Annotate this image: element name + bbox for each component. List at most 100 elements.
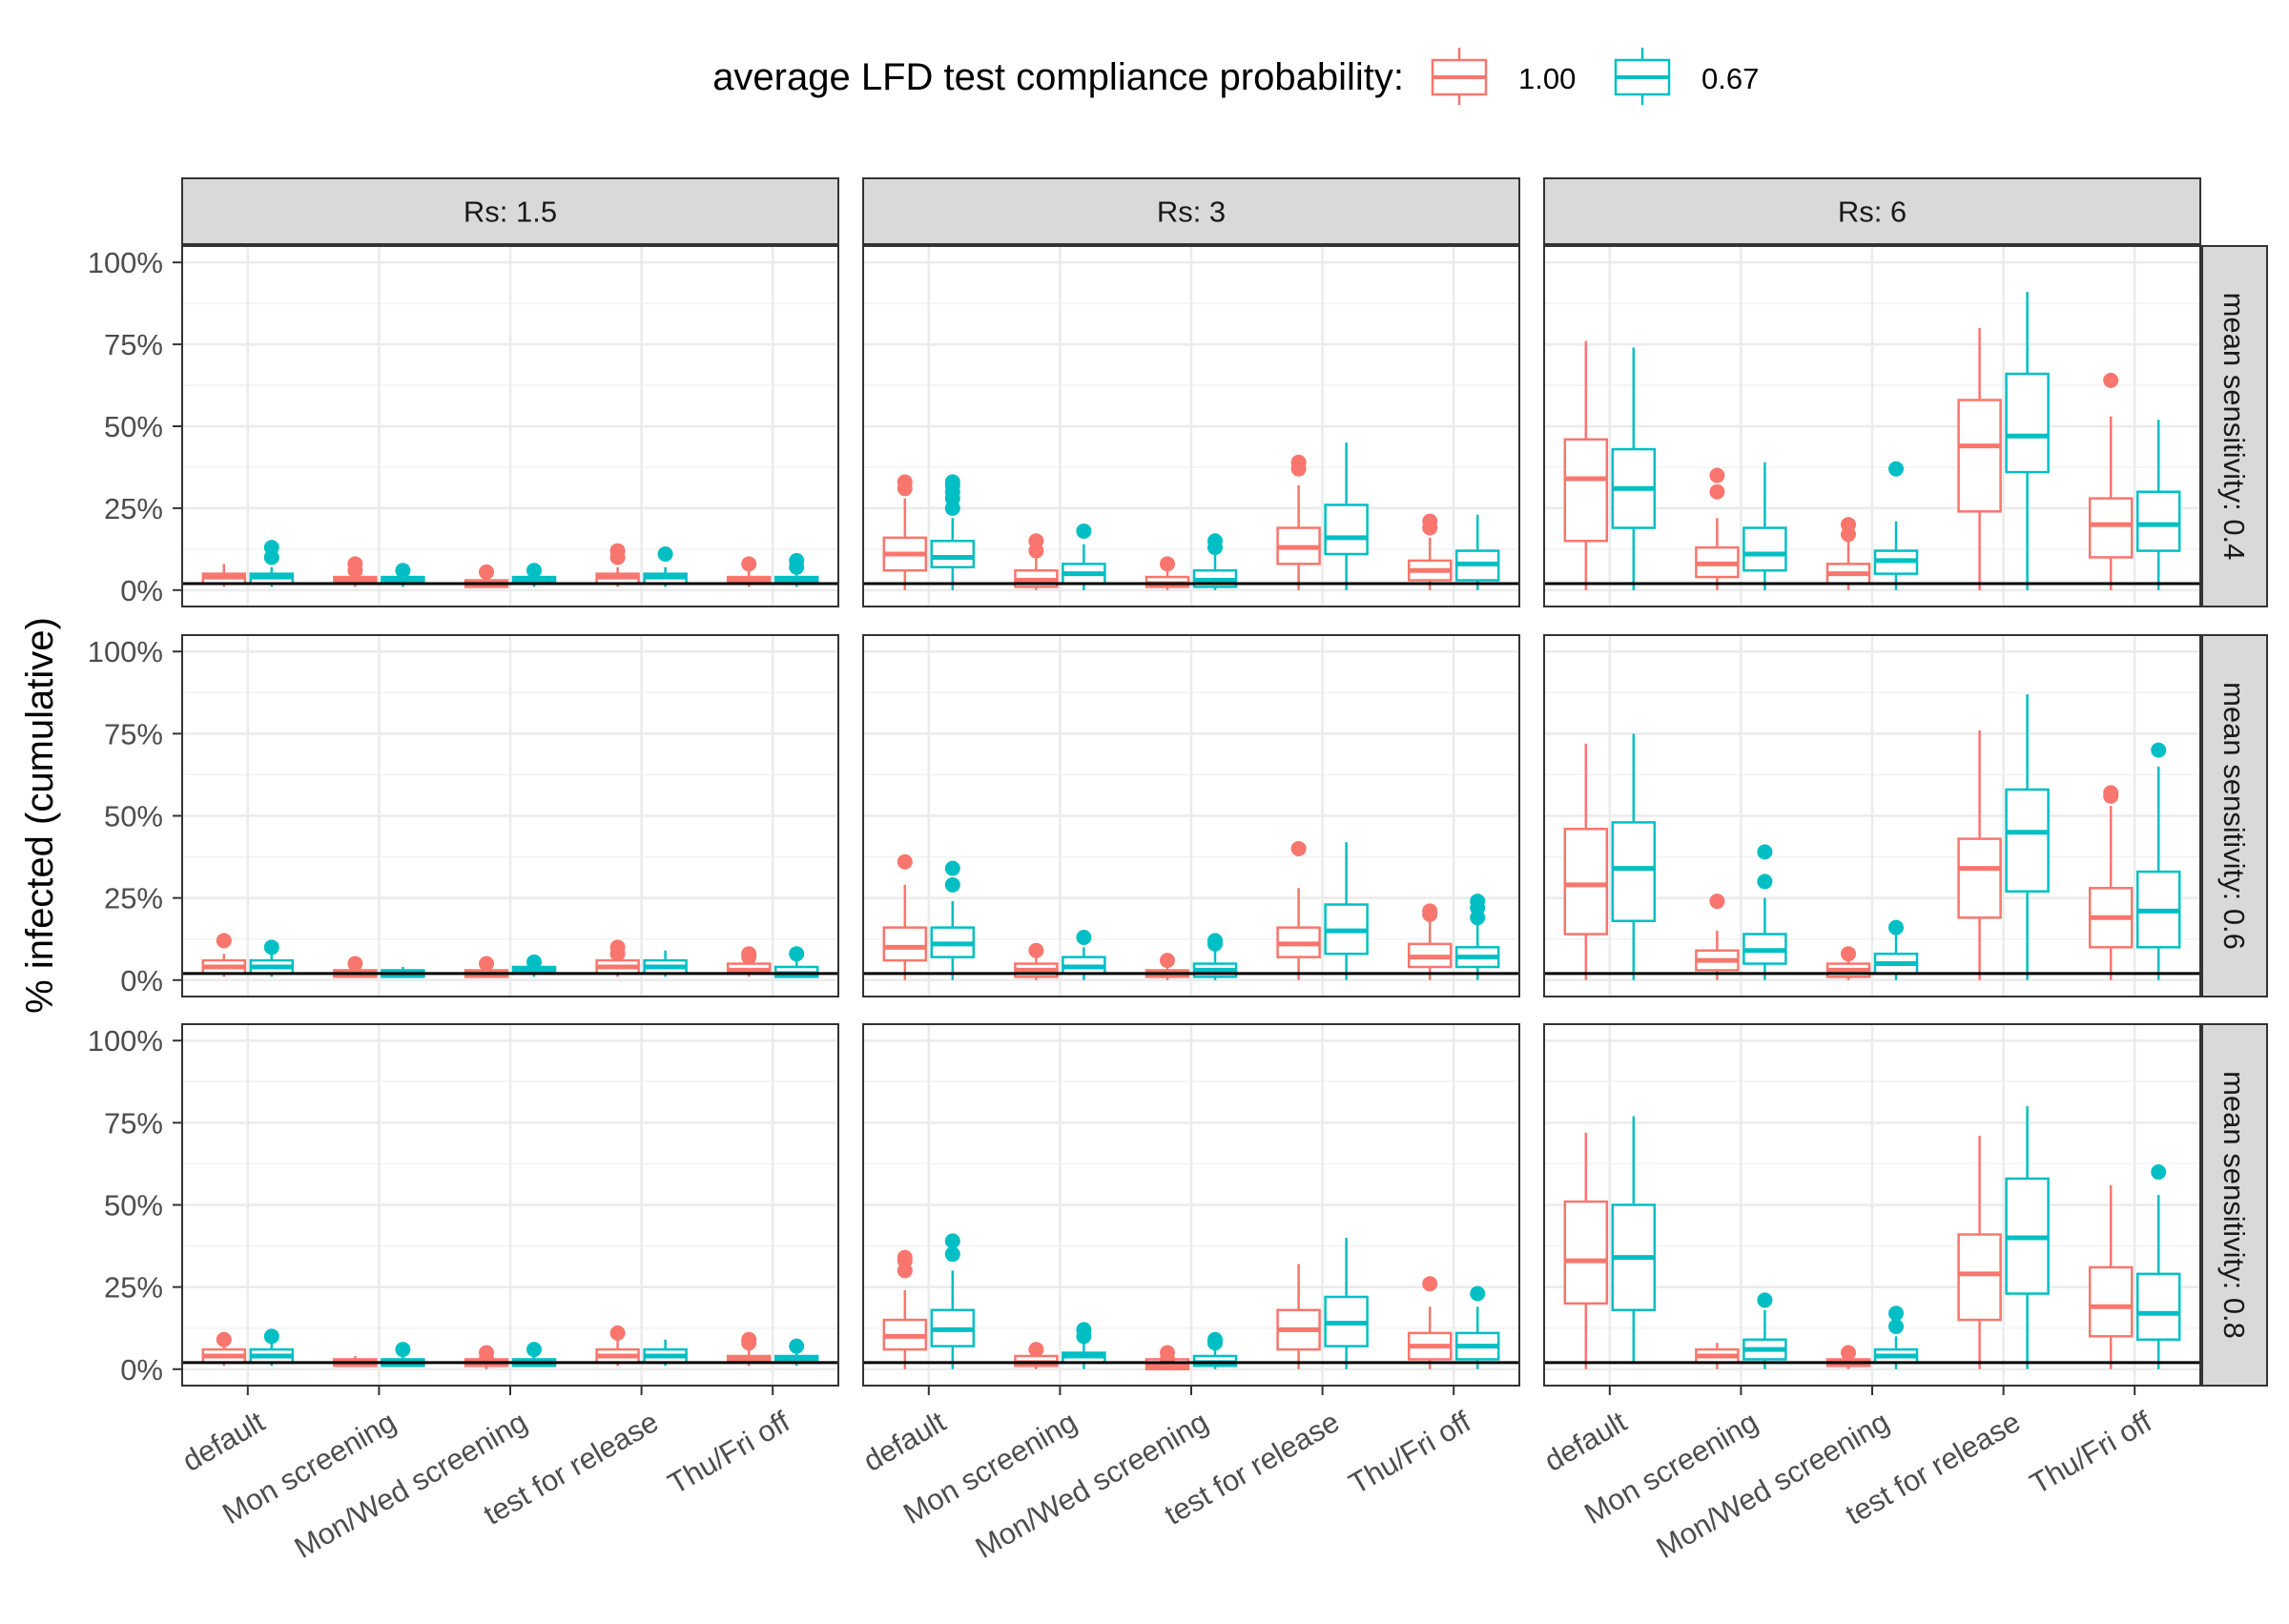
outlier-point — [263, 1328, 279, 1345]
outlier-point — [1841, 946, 1856, 962]
outlier-point — [347, 556, 363, 572]
outlier-point — [1290, 840, 1307, 856]
strip-row-1: mean sensitivity: 0.6 — [2201, 634, 2268, 997]
y-tick-label: 75% — [104, 1106, 163, 1140]
y-axis-row-1: 0% 25% 50% 75% 100% — [88, 635, 182, 997]
box-mon-screening-compliance-1-00 — [1695, 894, 1740, 980]
box-iqr — [2005, 372, 2050, 474]
outlier-point — [944, 474, 960, 490]
outlier-point — [526, 1342, 542, 1358]
box-test-for-release-compliance-1-00 — [1957, 730, 2002, 980]
box-mon-wed-screening-compliance-1-00 — [1825, 517, 1871, 590]
outlier-point — [1290, 454, 1307, 470]
outlier-point — [216, 1331, 232, 1347]
strip-label: mean sensitivity: 0.6 — [2217, 682, 2251, 950]
outlier-point — [1207, 933, 1223, 949]
strip-row-0: mean sensitivity: 0.4 — [2201, 245, 2268, 607]
box-test-for-release-compliance-1-00 — [1276, 840, 1321, 980]
box-thu-fri-off-compliance-0-67 — [2135, 742, 2181, 980]
x-tick-label: default — [1538, 1405, 1632, 1478]
box-test-for-release-compliance-1-00 — [1276, 454, 1321, 590]
panel-border — [1543, 634, 2201, 997]
box-default-compliance-0-67 — [1611, 347, 1657, 590]
box-iqr — [2088, 497, 2134, 559]
box-default-compliance-1-00 — [201, 1331, 247, 1367]
legend-label: 0.67 — [1701, 62, 1759, 95]
box-test-for-release-compliance-1-00 — [595, 543, 640, 587]
box-default-compliance-1-00 — [1563, 1132, 1609, 1369]
legend-label: 1.00 — [1518, 62, 1576, 95]
x-tick-label: default — [176, 1405, 270, 1478]
panel-border — [1543, 245, 2201, 607]
box-default-compliance-1-00 — [882, 1249, 928, 1369]
box-default-compliance-0-67 — [249, 1328, 295, 1367]
box-test-for-release-compliance-0-67 — [1324, 1237, 1369, 1369]
legend-entry-1: 0.67 — [1614, 48, 1759, 105]
panel-r1-c0 — [181, 634, 839, 997]
outlier-point — [1841, 1345, 1856, 1361]
panel-r0-c1 — [862, 245, 1520, 607]
outlier-point — [609, 1325, 626, 1341]
outlier-point — [2103, 785, 2119, 801]
outlier-point — [1076, 929, 1092, 945]
outlier-point — [479, 956, 494, 972]
outlier-point — [897, 1249, 913, 1265]
outlier-point — [1160, 953, 1175, 969]
box-thu-fri-off-compliance-0-67 — [1454, 514, 1500, 590]
box-iqr — [1563, 828, 1609, 935]
y-tick-label: 0% — [120, 964, 163, 997]
facet-strips: Rs: 1.5 Rs: 3 Rs: 6 mean sensitivity: 0.4 me… — [181, 177, 2268, 1387]
box-mon-wed-screening-compliance-0-67 — [511, 954, 557, 977]
strip-label: mean sensitivity: 0.8 — [2217, 1071, 2251, 1339]
y-tick-label: 100% — [88, 635, 163, 668]
outlier-point — [1888, 1305, 1904, 1322]
box-test-for-release-compliance-1-00 — [1276, 1264, 1321, 1369]
box-mon-screening-compliance-0-67 — [1743, 844, 1787, 980]
outlier-point — [609, 939, 626, 956]
panel-r1-c1 — [862, 634, 1520, 997]
outlier-point — [1160, 1345, 1175, 1361]
outlier-point — [1207, 1331, 1223, 1347]
y-tick-label: 50% — [104, 1189, 163, 1223]
box-test-for-release-compliance-0-67 — [643, 1339, 688, 1367]
strip-column-0: Rs: 1.5 — [181, 177, 839, 245]
box-iqr — [1957, 399, 2002, 513]
strip-label: Rs: 1.5 — [464, 195, 557, 229]
box-thu-fri-off-compliance-1-00 — [2088, 372, 2134, 590]
x-tick-label: Thu/Fri off — [662, 1405, 795, 1501]
box-iqr — [930, 540, 976, 569]
box-iqr — [882, 926, 928, 962]
outlier-point — [741, 1331, 757, 1347]
x-tick-label: Thu/Fri off — [2024, 1405, 2157, 1501]
outlier-point — [2103, 372, 2119, 388]
outlier-point — [263, 540, 279, 556]
x-tick-label: default — [857, 1405, 951, 1478]
box-test-for-release-compliance-0-67 — [1324, 442, 1369, 590]
outlier-point — [479, 564, 494, 580]
panels — [181, 245, 2201, 1387]
box-thu-fri-off-compliance-1-00 — [726, 556, 772, 587]
strip-label: mean sensitivity: 0.4 — [2217, 293, 2251, 561]
x-tick-label: Mon/Wed screening — [1651, 1405, 1895, 1565]
y-tick-label: 75% — [104, 328, 163, 361]
box-iqr — [2088, 1265, 2134, 1338]
outlier-point — [2151, 1164, 2167, 1181]
outlier-point — [1160, 556, 1175, 572]
box-test-for-release-compliance-0-67 — [643, 546, 688, 587]
box-thu-fri-off-compliance-1-00 — [1407, 903, 1453, 980]
box-thu-fri-off-compliance-0-67 — [2135, 1164, 2181, 1369]
outlier-point — [944, 1246, 960, 1263]
outlier-point — [1207, 533, 1223, 549]
outlier-point — [789, 1338, 805, 1354]
outlier-point — [741, 556, 757, 572]
box-iqr — [1743, 526, 1787, 572]
box-thu-fri-off-compliance-0-67 — [2135, 420, 2181, 590]
outlier-point — [1888, 461, 1904, 477]
outlier-point — [347, 956, 363, 972]
outlier-point — [1709, 483, 1725, 500]
outlier-point — [1888, 1318, 1904, 1334]
box-mon-screening-compliance-0-67 — [1743, 1292, 1787, 1369]
panel-r0-c2 — [1543, 245, 2201, 607]
outlier-point — [1888, 919, 1904, 935]
